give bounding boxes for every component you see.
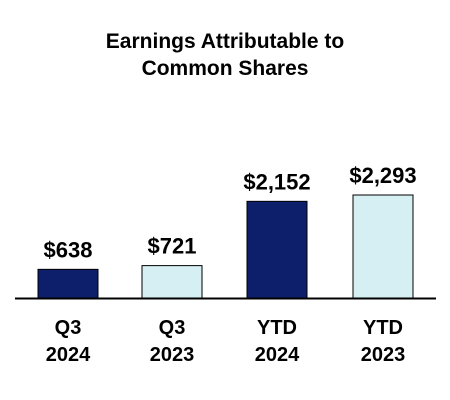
value-label-2: $2,152 [243, 169, 310, 194]
category-label-2-line-0: YTD [257, 317, 297, 339]
bar-1 [141, 265, 203, 299]
category-label-3-line-1: 2023 [361, 344, 406, 366]
chart-title: Earnings Attributable to Common Shares [0, 28, 450, 82]
chart-title-line-1: Earnings Attributable to [105, 30, 345, 53]
bar-3 [352, 194, 414, 299]
category-label-2-line-1: 2024 [255, 344, 300, 366]
category-label-1-line-1: 2023 [150, 344, 195, 366]
bar-0 [37, 268, 99, 299]
bar-2 [246, 200, 308, 299]
value-label-3: $2,293 [349, 163, 416, 188]
category-label-0-line-1: 2024 [46, 344, 91, 366]
value-label-0: $638 [44, 237, 93, 262]
category-label-1-line-0: Q3 [159, 317, 186, 339]
chart-title-line-2: Common Shares [141, 57, 309, 80]
category-label-3-line-0: YTD [363, 317, 403, 339]
category-label-0-line-0: Q3 [55, 317, 82, 339]
value-label-1: $721 [148, 234, 197, 259]
